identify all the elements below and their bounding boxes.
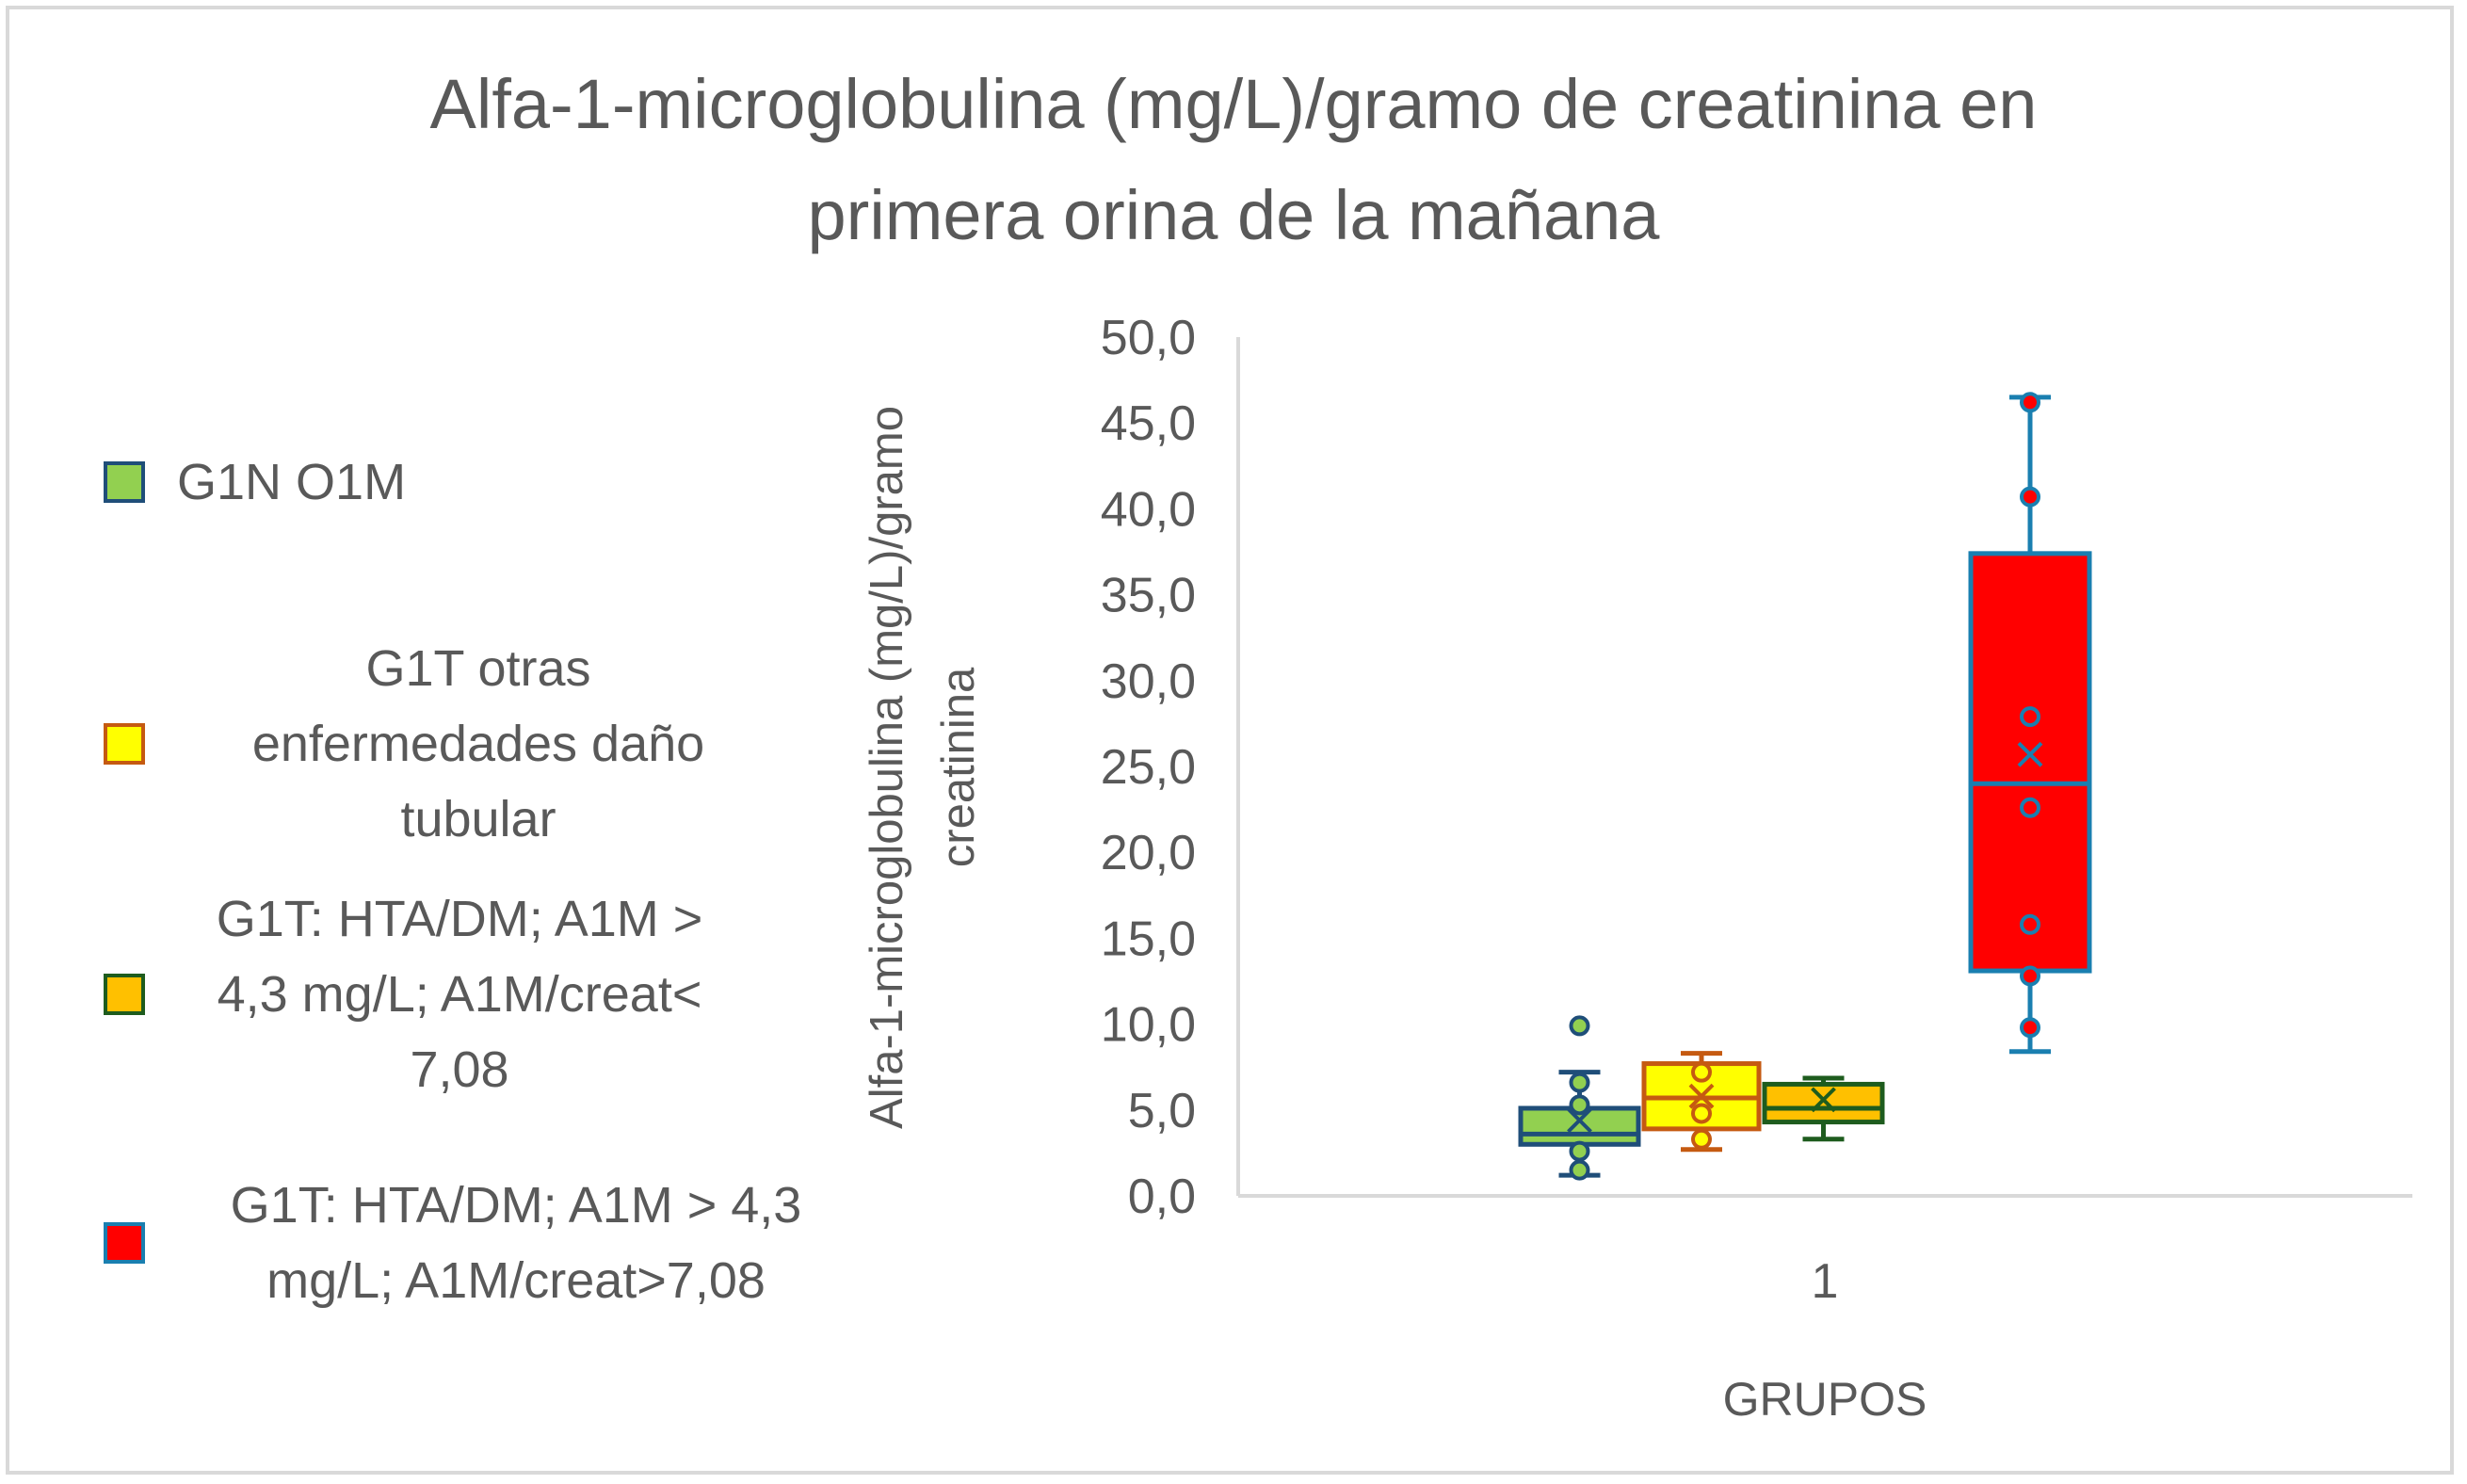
data-point — [1569, 1159, 1590, 1181]
legend-label: G1T otras enfermedades daño tubular — [251, 640, 705, 847]
legend-label: G1T: HTA/DM; A1M >4,3 mg/L; A1M/creat< 7,… — [216, 891, 703, 1098]
legend-swatch-green — [104, 461, 145, 503]
data-point — [1691, 1061, 1712, 1083]
box — [1968, 551, 2092, 974]
data-point — [2020, 1017, 2040, 1039]
x-tick-label: 1 — [1812, 1254, 1839, 1309]
mean-marker — [1567, 1107, 1592, 1134]
data-point — [1569, 1015, 1590, 1037]
data-point — [2020, 392, 2040, 413]
y-tick-label: 40,0 — [1101, 482, 1196, 537]
y-tick-label: 15,0 — [1101, 911, 1196, 966]
mean-marker — [1688, 1083, 1715, 1109]
data-point — [2020, 797, 2040, 818]
chart-title-line-2: primera orina de la mañana — [807, 176, 1660, 254]
mean-marker — [1811, 1087, 1836, 1113]
data-point — [2020, 965, 2040, 987]
data-point — [2020, 486, 2040, 508]
y-tick-label: 20,0 — [1101, 826, 1196, 880]
mean-marker — [2017, 741, 2043, 767]
y-tick-label: 30,0 — [1101, 654, 1196, 709]
legend-swatch-orange — [104, 974, 145, 1015]
y-tick-label: 10,0 — [1101, 998, 1196, 1053]
legend-swatch-yellow — [104, 723, 145, 765]
y-tick-label: 25,0 — [1101, 740, 1196, 795]
y-tick-label: 50,0 — [1101, 311, 1196, 365]
y-tick-label: 0,0 — [1128, 1169, 1196, 1224]
data-point — [2020, 913, 2040, 935]
y-tick-label: 35,0 — [1101, 569, 1196, 623]
data-point — [1691, 1103, 1712, 1124]
x-axis-title: GRUPOS — [1723, 1373, 1927, 1426]
chart-title-line-1: Alfa-1-microglobulina (mg/L)/gramo de cr… — [429, 65, 2038, 143]
y-tick-label: 45,0 — [1101, 396, 1196, 451]
data-point — [1569, 1072, 1590, 1093]
data-point — [1569, 1094, 1590, 1116]
data-point — [1569, 1140, 1590, 1162]
legend-label: G1T: HTA/DM; A1M > 4,3 mg/L; A1M/creat>7,… — [230, 1177, 802, 1309]
legend-label: G1N O1M — [177, 454, 407, 510]
data-point — [1691, 1128, 1712, 1150]
legend-swatch-red — [104, 1222, 145, 1264]
data-point — [2020, 706, 2040, 728]
y-tick-label: 5,0 — [1128, 1084, 1196, 1138]
box — [1762, 1081, 1885, 1125]
chart-title: Alfa-1-microglobulina (mg/L)/gramo de cr… — [0, 49, 2467, 271]
chart-frame — [6, 6, 2454, 1475]
